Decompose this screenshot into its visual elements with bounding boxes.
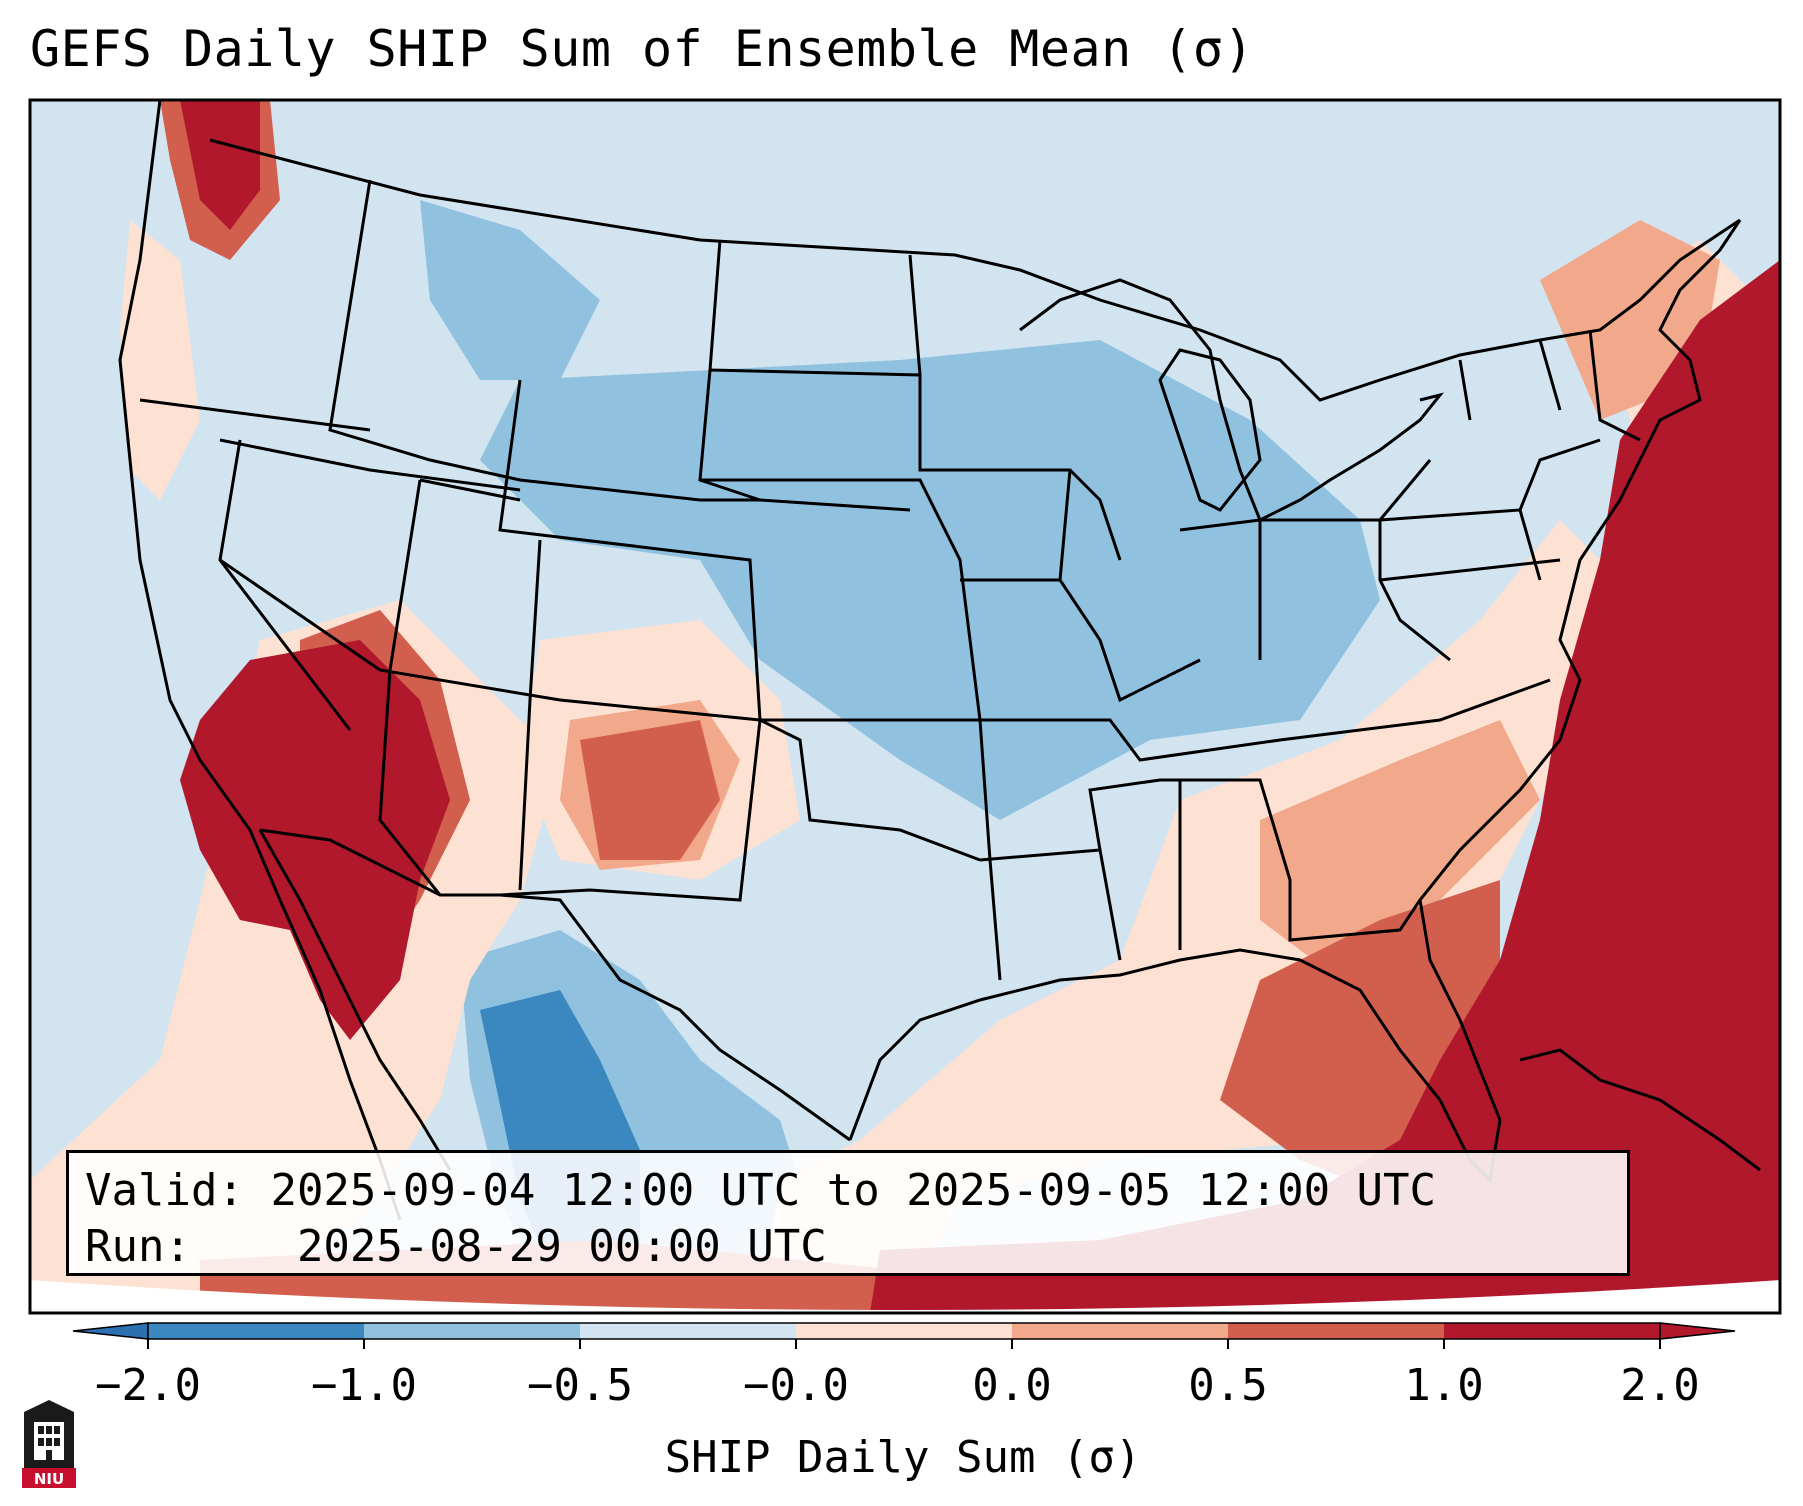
colorbar-title: SHIP Daily Sum (σ) xyxy=(664,1432,1142,1483)
colorbar-segment xyxy=(1228,1323,1445,1339)
colorbar-tick-label: −0.5 xyxy=(527,1360,633,1411)
gulf-coast xyxy=(848,219,1742,1184)
colorbar-tick-label: −2.0 xyxy=(95,1360,201,1411)
state-line-7 xyxy=(698,239,1002,981)
projection-edge xyxy=(30,1280,1780,1313)
run-line: Run: 2025-08-29 00:00 UTC xyxy=(85,1219,1627,1275)
state-line-8 xyxy=(908,254,1201,703)
mexico-border xyxy=(259,828,851,1142)
state-line-11 xyxy=(1179,459,1451,662)
field-salmon-se xyxy=(1260,720,1540,980)
west-coast xyxy=(118,100,402,1221)
field-dark-red-sw xyxy=(180,640,450,1040)
colorbar-segment xyxy=(1012,1323,1229,1339)
cuba-islands xyxy=(1519,1048,1761,1172)
colorbar-tick-label: −1.0 xyxy=(311,1360,417,1411)
colorbar-segment xyxy=(1444,1323,1661,1339)
baja-peninsula xyxy=(258,829,452,1171)
state-line-2 xyxy=(139,398,521,492)
colorbar-tick-label: −0.0 xyxy=(743,1360,849,1411)
colorbar-segment xyxy=(364,1323,581,1339)
field-dark-red-east xyxy=(870,260,1780,1313)
field-mid-blue xyxy=(480,340,1380,820)
niu-logo: NIU xyxy=(22,1400,76,1488)
valid-value: 2025-09-04 12:00 UTC to 2025-09-05 12:00… xyxy=(270,1165,1437,1216)
colorbar-extend-low xyxy=(72,1322,149,1340)
chart-title: GEFS Daily SHIP Sum of Ensemble Mean (σ) xyxy=(30,20,1255,78)
colorbar-extend-high xyxy=(1659,1322,1736,1340)
colorbar-segment xyxy=(580,1323,797,1339)
state-line-6 xyxy=(379,668,981,862)
colorbar-frame xyxy=(147,1322,1661,1340)
field-dark-red-nw xyxy=(180,100,260,230)
colorbar-tick-label: 2.0 xyxy=(1620,1360,1700,1411)
field-light-salmon-west xyxy=(120,220,200,500)
colorbar-tick-label: 0.5 xyxy=(1188,1360,1268,1411)
borders-layer xyxy=(118,100,1761,1221)
colorbar xyxy=(72,1322,1736,1349)
valid-label: Valid: xyxy=(85,1165,244,1216)
colorbar-tick-label: 0.0 xyxy=(972,1360,1052,1411)
valid-line: Valid: 2025-09-04 12:00 UTC to 2025-09-0… xyxy=(85,1163,1627,1219)
field-layer xyxy=(30,100,1780,1313)
us-canada-border xyxy=(209,138,1741,402)
info-box: Valid: 2025-09-04 12:00 UTC to 2025-09-0… xyxy=(66,1150,1630,1276)
state-line-12 xyxy=(1379,438,1601,582)
run-label: Run: xyxy=(85,1221,191,1272)
colorbar-tick-label: 1.0 xyxy=(1404,1360,1484,1411)
great-lakes xyxy=(1019,278,1444,523)
colorbar-segment xyxy=(148,1323,365,1339)
map-frame xyxy=(28,98,1782,1315)
field-mid-blue-north xyxy=(420,200,600,380)
colorbar-segment xyxy=(796,1323,1013,1339)
state-line-10 xyxy=(1088,778,1422,950)
field-med-red-nm xyxy=(580,720,720,860)
logo-text: NIU xyxy=(34,1470,64,1488)
state-line-13 xyxy=(1458,329,1641,442)
run-value: 2025-08-29 00:00 UTC xyxy=(296,1221,827,1272)
state-line-3 xyxy=(218,439,381,731)
